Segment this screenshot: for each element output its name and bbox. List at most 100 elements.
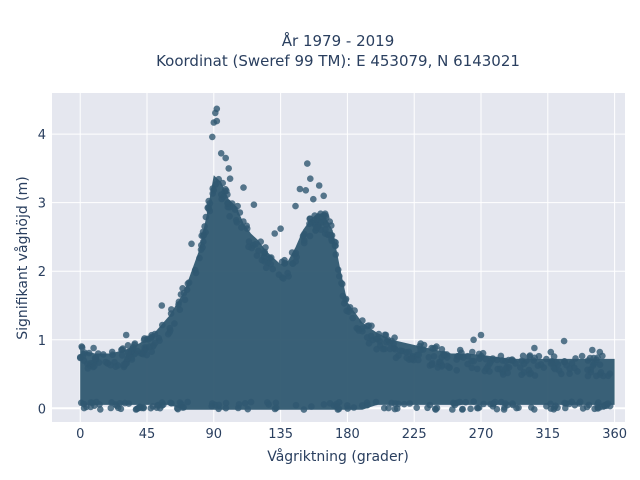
scatter-point xyxy=(551,365,559,373)
scatter-point xyxy=(166,324,174,332)
x-tick-label: 360 xyxy=(602,427,627,442)
scatter-point xyxy=(328,222,335,229)
scatter-point xyxy=(338,279,345,287)
scatter-point-outlier xyxy=(302,187,310,194)
scatter-point xyxy=(128,354,135,361)
scatter-point xyxy=(197,246,205,253)
scatter-point-outlier xyxy=(320,192,328,200)
scatter-point xyxy=(224,200,231,207)
scatter-point xyxy=(386,339,394,347)
scatter-point xyxy=(322,221,330,228)
scatter-point xyxy=(140,336,148,344)
scatter-point xyxy=(518,371,525,379)
scatter-point xyxy=(499,371,507,378)
scatter-point xyxy=(120,361,128,368)
scatter-point xyxy=(349,314,357,322)
scatter-point xyxy=(508,357,515,364)
scatter-point xyxy=(584,366,591,374)
chart-title-line2: Koordinat (Sweref 99 TM): E 453079, N 61… xyxy=(156,52,520,70)
scatter-point xyxy=(159,321,166,329)
scatter-point xyxy=(150,341,157,349)
chart-title-line1: År 1979 - 2019 xyxy=(282,31,395,50)
scatter-point xyxy=(520,360,528,368)
scatter-point xyxy=(177,291,185,298)
scatter-point-outlier xyxy=(250,201,258,208)
scatter-point-outlier xyxy=(304,160,311,167)
scatter-point xyxy=(171,320,178,327)
scatter-point-outlier xyxy=(310,195,317,203)
scatter-point-outlier xyxy=(315,182,323,189)
scatter-point xyxy=(368,322,375,330)
scatter-point xyxy=(176,306,184,314)
scatter-point xyxy=(488,357,496,364)
scatter-point xyxy=(300,406,308,413)
scatter-point xyxy=(245,238,253,245)
scatter-point-outlier xyxy=(292,202,299,210)
scatter-point xyxy=(462,398,470,406)
scatter-point xyxy=(426,401,434,409)
scatter-point xyxy=(413,404,421,412)
scatter-point xyxy=(551,404,558,411)
scatter-point xyxy=(468,364,476,372)
scatter-point xyxy=(236,209,244,216)
scatter-point xyxy=(288,249,296,256)
scatter-point xyxy=(108,348,116,356)
scatter-point-outlier xyxy=(226,175,234,182)
scatter-point xyxy=(184,398,191,406)
scatter-point xyxy=(97,406,104,413)
scatter-point-outlier xyxy=(213,117,221,125)
scatter-point xyxy=(317,210,324,217)
scatter-point-outlier xyxy=(589,346,596,354)
scatter-point xyxy=(208,402,215,410)
scatter-point xyxy=(525,366,533,374)
scatter-point xyxy=(566,370,573,378)
scatter-point-outlier xyxy=(158,302,166,309)
scatter-point xyxy=(185,279,193,286)
scatter-point xyxy=(181,296,189,304)
scatter-point xyxy=(265,401,273,408)
scatter-point xyxy=(386,345,394,353)
scatter-point xyxy=(332,242,339,249)
scatter-point xyxy=(400,400,408,408)
scatter-point xyxy=(475,350,483,358)
scatter-point xyxy=(406,400,414,407)
scatter-point xyxy=(493,405,501,413)
scatter-point xyxy=(257,238,265,245)
scatter-point-outlier xyxy=(547,348,555,356)
y-tick-label: 2 xyxy=(38,265,46,280)
scatter-point xyxy=(519,352,527,360)
scatter-point xyxy=(143,351,150,359)
scatter-point xyxy=(241,400,249,407)
scatter-point xyxy=(586,354,594,362)
scatter-point xyxy=(566,365,573,373)
scatter-point xyxy=(91,362,98,370)
scatter-point xyxy=(474,404,482,412)
scatter-point xyxy=(334,266,342,274)
scatter-point xyxy=(205,197,212,205)
scatter-point xyxy=(196,254,203,262)
scatter-point xyxy=(408,355,415,362)
scatter-point-outlier xyxy=(188,240,195,248)
scatter-point xyxy=(292,401,300,409)
scatter-point xyxy=(351,307,358,314)
x-tick-label: 225 xyxy=(402,427,427,442)
scatter-point xyxy=(496,365,504,373)
scatter-point xyxy=(547,360,555,367)
scatter-point xyxy=(474,365,481,373)
scatter-point xyxy=(320,401,328,408)
scatter-point-outlier xyxy=(433,343,440,350)
scatter-point xyxy=(107,361,114,369)
scatter-point-outlier xyxy=(222,154,229,162)
scatter-point xyxy=(284,269,291,277)
scatter-point xyxy=(80,404,88,412)
scatter-point-outlier xyxy=(217,150,225,157)
scatter-point xyxy=(502,400,509,407)
x-tick-label: 0 xyxy=(76,427,84,442)
scatter-point xyxy=(449,399,457,407)
scatter-point xyxy=(306,232,314,240)
scatter-point xyxy=(392,354,400,362)
y-tick-label: 3 xyxy=(38,197,46,212)
scatter-point-outlier xyxy=(477,331,485,339)
scatter-point xyxy=(262,264,270,272)
scatter-point-outlier xyxy=(560,337,568,345)
